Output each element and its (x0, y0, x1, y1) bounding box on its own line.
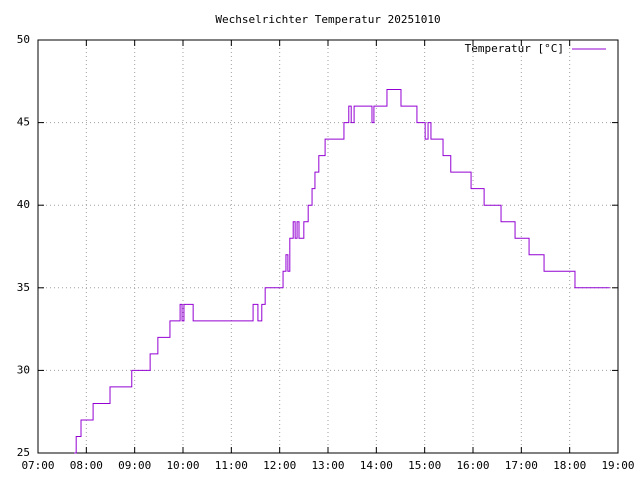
y-tick-label: 30 (17, 363, 30, 376)
y-tick-label: 35 (17, 281, 30, 294)
x-tick-label: 09:00 (118, 459, 151, 472)
x-tick-label: 17:00 (505, 459, 538, 472)
x-tick-label: 08:00 (70, 459, 103, 472)
legend-label: Temperatur [°C] (465, 42, 564, 55)
x-tick-label: 13:00 (311, 459, 344, 472)
x-tick-label: 15:00 (408, 459, 441, 472)
x-tick-label: 12:00 (263, 459, 296, 472)
data-line (74, 89, 610, 454)
x-tick-label: 18:00 (553, 459, 586, 472)
x-tick-label: 16:00 (456, 459, 489, 472)
plot-frame (37, 39, 619, 454)
x-tick-label: 07:00 (21, 459, 54, 472)
x-tick-label: 10:00 (166, 459, 199, 472)
x-tick-label: 19:00 (601, 459, 634, 472)
y-tick-label: 25 (17, 446, 30, 459)
y-tick-label: 40 (17, 198, 30, 211)
y-tick-label: 50 (17, 33, 30, 46)
x-tick-label: 11:00 (215, 459, 248, 472)
x-tick-label: 14:00 (360, 459, 393, 472)
y-tick-label: 45 (17, 116, 30, 129)
chart-title: Wechselrichter Temperatur 20251010 (215, 13, 440, 26)
